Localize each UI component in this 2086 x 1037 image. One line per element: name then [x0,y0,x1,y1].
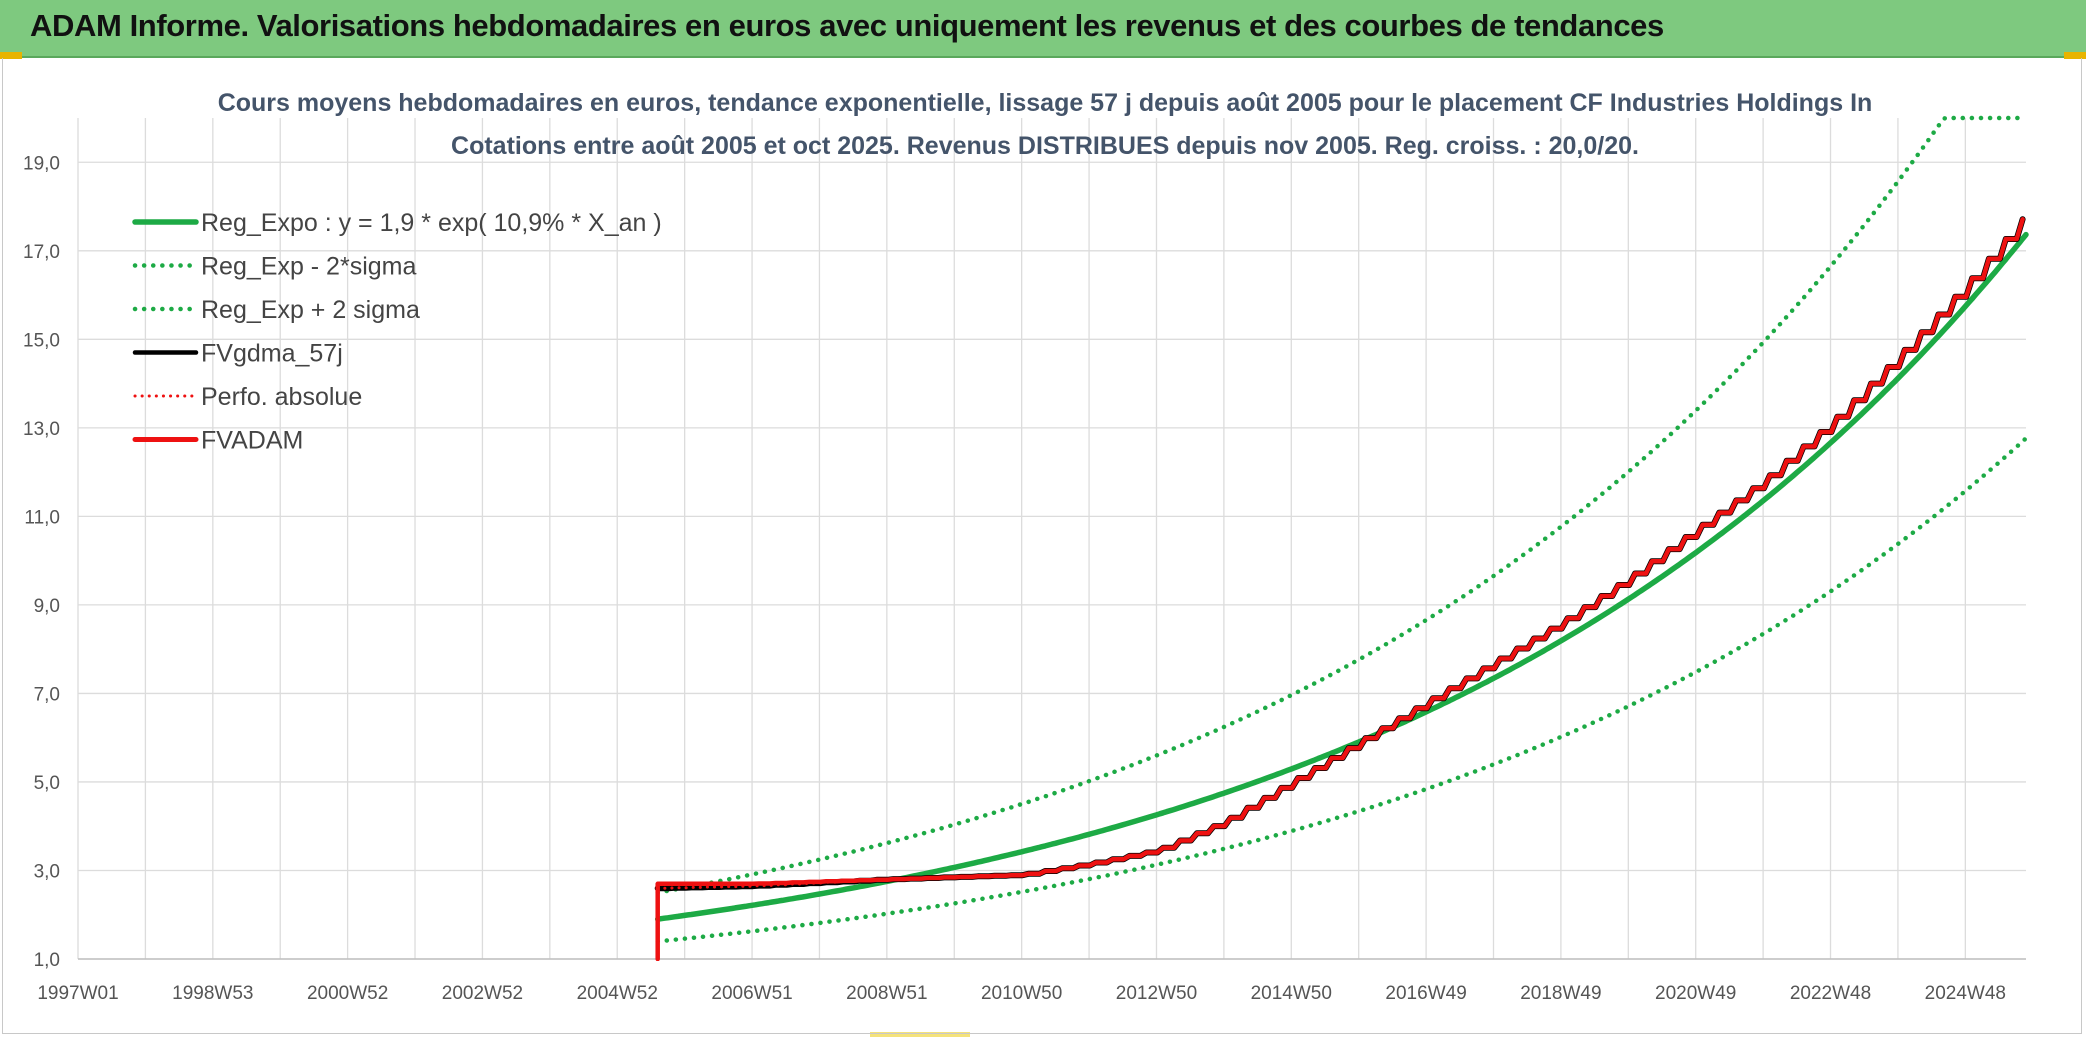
x-tick-label: 2018W49 [1520,983,1601,1004]
y-tick-label: 11,0 [24,507,60,528]
chart-title-line-2: Cotations entre août 2005 et oct 2025. R… [451,132,1639,160]
reg-exp-plus-2sigma-line [655,115,2029,895]
y-tick-label: 17,0 [23,242,60,263]
perfo-absolue-line [656,217,2025,890]
fvgdma-57j-line [654,216,2026,892]
x-tick-label: 2024W48 [1925,983,2006,1004]
accent-bar-bottom [870,1032,970,1037]
y-tick-label: 1,0 [34,950,60,971]
legend-label: Reg_Exp + 2 sigma [201,296,420,324]
legend-label: Perfo. absolue [201,383,362,411]
x-tick-label: 2006W51 [711,983,792,1004]
x-tick-label: 2004W52 [577,983,658,1004]
x-tick-label: 2014W50 [1251,983,1332,1004]
y-tick-label: 7,0 [34,684,60,705]
reg-exp-minus-2sigma-line [655,436,2029,944]
reg-expo-line [654,231,2029,922]
y-tick-label: 3,0 [34,861,60,882]
chart-grid [77,118,2026,960]
report-banner: ADAM Informe. Valorisations hebdomadaire… [0,0,2086,58]
chart-series [654,115,2029,961]
legend-label: FVgdma_57j [201,340,343,368]
y-axis: 1,0 3,0 5,0 7,0 9,0 11,0 13,0 15,0 17,0 19,0 [23,153,60,971]
x-tick-label: 2002W52 [442,983,523,1004]
accent-bar-left [0,52,22,59]
y-tick-label: 5,0 [34,773,60,794]
fvadam-line [655,217,2025,961]
x-tick-label: 2012W50 [1116,983,1197,1004]
x-tick-label: 2020W49 [1655,983,1736,1004]
x-tick-label: 2010W50 [981,983,1062,1004]
chart-frame [2,58,2082,1034]
x-tick-label: 1997W01 [37,983,118,1004]
report-title: ADAM Informe. Valorisations hebdomadaire… [30,8,1664,43]
y-tick-label: 19,0 [23,153,60,174]
accent-bar-right [2064,52,2086,59]
x-tick-label: 2016W49 [1385,983,1466,1004]
chart-title-line-1: Cours moyens hebdomadaires en euros, ten… [218,89,1873,117]
y-tick-label: 15,0 [23,330,60,351]
chart-legend: Reg_Expo : y = 1,9 * exp( 10,9% * X_an )… [132,209,662,455]
legend-label: FVADAM [201,427,303,455]
x-axis: 1997W01 1998W53 2000W52 2002W52 2004W52 2006W… [37,983,2006,1004]
y-tick-label: 9,0 [34,596,60,617]
legend-label: Reg_Exp - 2*sigma [201,253,416,281]
legend-label: Reg_Expo : y = 1,9 * exp( 10,9% * X_an ) [201,209,662,237]
x-tick-label: 2022W48 [1790,983,1871,1004]
y-tick-label: 13,0 [23,419,60,440]
x-tick-label: 1998W53 [172,983,253,1004]
x-tick-label: 2000W52 [307,983,388,1004]
x-tick-label: 2008W51 [846,983,927,1004]
